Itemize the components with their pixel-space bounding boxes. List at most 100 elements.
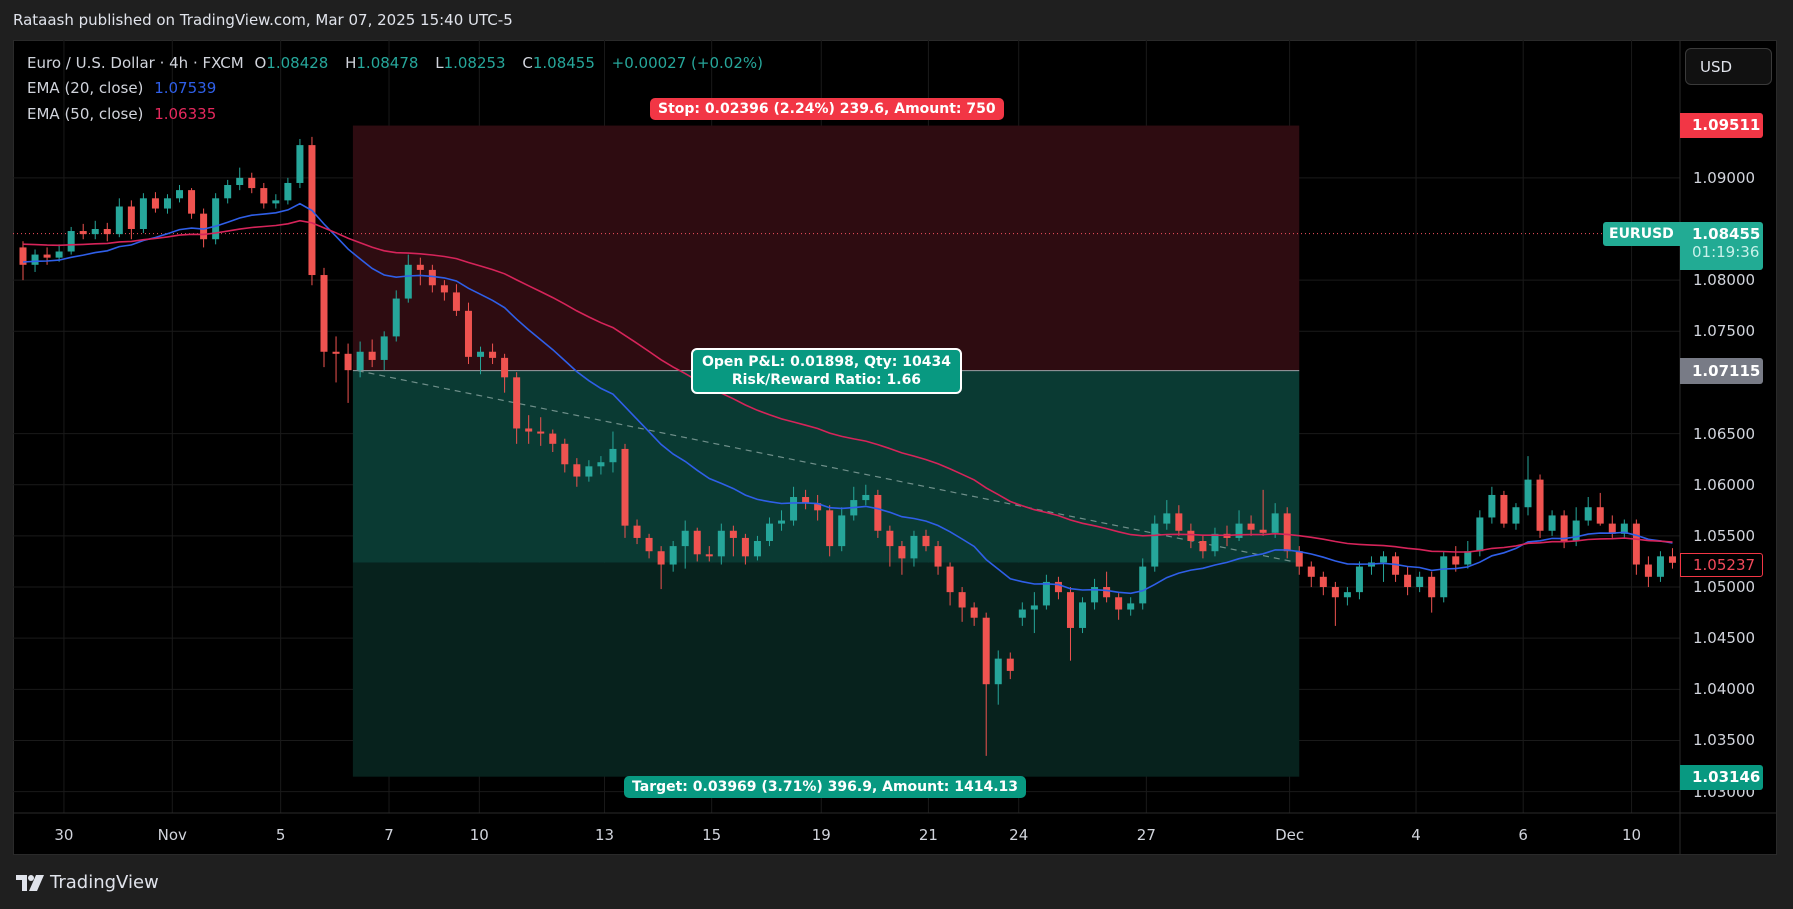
candle-up bbox=[585, 466, 593, 477]
candle-down bbox=[958, 592, 966, 608]
candle-down bbox=[1103, 587, 1111, 598]
candle-up bbox=[669, 546, 677, 565]
price-tick-label: 1.06000 bbox=[1693, 475, 1756, 494]
candle-up bbox=[994, 658, 1002, 685]
candle-down bbox=[1560, 515, 1568, 541]
close-value: C1.08455 bbox=[522, 54, 601, 72]
tradingview-logo[interactable]: TradingView bbox=[16, 872, 159, 893]
candle-down bbox=[886, 530, 894, 547]
stop-label[interactable]: Stop: 0.02396 (2.24%) 239.6, Amount: 750 bbox=[650, 98, 1004, 120]
candle-down bbox=[741, 537, 749, 557]
candle-down bbox=[1428, 576, 1436, 598]
change-value: +0.00027 (+0.02%) bbox=[611, 54, 763, 72]
candle-down bbox=[1536, 479, 1544, 531]
candle-up bbox=[224, 185, 232, 199]
candle-up bbox=[31, 254, 39, 265]
candle-down bbox=[344, 353, 352, 371]
candle-up bbox=[1030, 605, 1038, 610]
candle-down bbox=[464, 310, 472, 357]
time-tick-label: 19 bbox=[811, 826, 831, 844]
candle-down bbox=[898, 546, 906, 559]
candle-down bbox=[127, 206, 135, 229]
candle-down bbox=[946, 566, 954, 593]
candle-down bbox=[151, 198, 159, 209]
candle-down bbox=[922, 535, 930, 547]
candle-down bbox=[1608, 523, 1616, 534]
publisher-line: Rataash published on TradingView.com, Ma… bbox=[13, 11, 513, 29]
candle-down bbox=[513, 377, 521, 429]
candle-down bbox=[826, 510, 834, 547]
candle-down bbox=[1199, 540, 1207, 552]
candle-up bbox=[1524, 479, 1532, 508]
time-tick-label: 27 bbox=[1136, 826, 1156, 844]
ema20-label: EMA (20, close) bbox=[27, 79, 144, 97]
target-zone bbox=[352, 562, 1300, 777]
stop-zone bbox=[352, 125, 1300, 371]
candle-down bbox=[1668, 556, 1676, 563]
price-tick-label: 1.09000 bbox=[1693, 168, 1756, 187]
candle-up bbox=[477, 351, 485, 357]
candle-down bbox=[693, 530, 701, 555]
ema20-legend[interactable]: EMA (20, close) 1.07539 bbox=[27, 79, 222, 97]
time-tick-label: 13 bbox=[594, 826, 615, 844]
ema50-line bbox=[22, 219, 1673, 553]
candle-down bbox=[802, 497, 810, 504]
target-label[interactable]: Target: 0.03969 (3.71%) 396.9, Amount: 1… bbox=[624, 776, 1027, 798]
candle-up bbox=[163, 198, 171, 209]
tradingview-logo-icon bbox=[16, 874, 44, 891]
position-zones bbox=[352, 125, 1300, 777]
candle-up bbox=[910, 535, 918, 559]
candle-up bbox=[1584, 507, 1592, 521]
candle-down bbox=[970, 607, 978, 618]
candle-up bbox=[681, 530, 689, 547]
candle-up bbox=[236, 177, 244, 186]
candle-down bbox=[537, 431, 545, 434]
last-price-badge: 1.08455 01:19:36 bbox=[1680, 222, 1763, 270]
time-tick-label: 5 bbox=[275, 826, 286, 844]
pnl-box[interactable]: Open P&L: 0.01898, Qty: 10434 Risk/Rewar… bbox=[691, 348, 962, 394]
symbol-legend[interactable]: Euro / U.S. Dollar · 4h · FXCM O1.08428 … bbox=[27, 54, 769, 72]
candle-up bbox=[1512, 507, 1520, 524]
candle-up bbox=[115, 206, 123, 235]
open-number: 1.08428 bbox=[266, 54, 329, 72]
candle-down bbox=[1187, 530, 1195, 541]
candle-down bbox=[1283, 513, 1291, 552]
time-tick-label: Nov bbox=[157, 826, 187, 844]
candle-up bbox=[392, 298, 400, 337]
candle-up bbox=[404, 264, 412, 299]
candle-up bbox=[1440, 556, 1448, 598]
candle-up bbox=[1079, 602, 1087, 628]
time-tick-label: 21 bbox=[918, 826, 938, 844]
stop-price-badge: 1.09511 bbox=[1680, 113, 1763, 138]
candle-down bbox=[1066, 592, 1074, 628]
ema-lines bbox=[22, 202, 1673, 595]
candle-down bbox=[645, 537, 653, 552]
candle-down bbox=[248, 177, 256, 189]
candle-up bbox=[1139, 566, 1147, 604]
time-tick-label: 15 bbox=[702, 826, 722, 844]
candle-down bbox=[1596, 507, 1604, 524]
candle-down bbox=[657, 551, 665, 565]
high-number: 1.08478 bbox=[356, 54, 419, 72]
candle-down bbox=[260, 188, 268, 204]
candle-up bbox=[1572, 520, 1580, 541]
currency-button[interactable]: USD bbox=[1685, 48, 1772, 85]
candle-down bbox=[729, 530, 737, 538]
candle-up bbox=[1343, 592, 1351, 598]
candle-up bbox=[1656, 556, 1664, 577]
entry-price-badge: 1.07115 bbox=[1680, 358, 1763, 384]
price-tick-label: 1.08000 bbox=[1693, 271, 1756, 290]
candle-down bbox=[1392, 556, 1400, 575]
candle-down bbox=[1452, 556, 1460, 565]
close-label: C bbox=[522, 54, 533, 72]
ema50-legend[interactable]: EMA (50, close) 1.06335 bbox=[27, 105, 222, 123]
candle-up bbox=[1476, 517, 1484, 552]
candle-up bbox=[1211, 533, 1219, 552]
candle-down bbox=[79, 231, 87, 235]
price-tick-label: 1.06500 bbox=[1693, 424, 1756, 443]
candle-up bbox=[1464, 551, 1472, 565]
candle-up bbox=[284, 182, 292, 201]
candle-down bbox=[320, 275, 328, 352]
candle-up bbox=[1163, 513, 1171, 524]
